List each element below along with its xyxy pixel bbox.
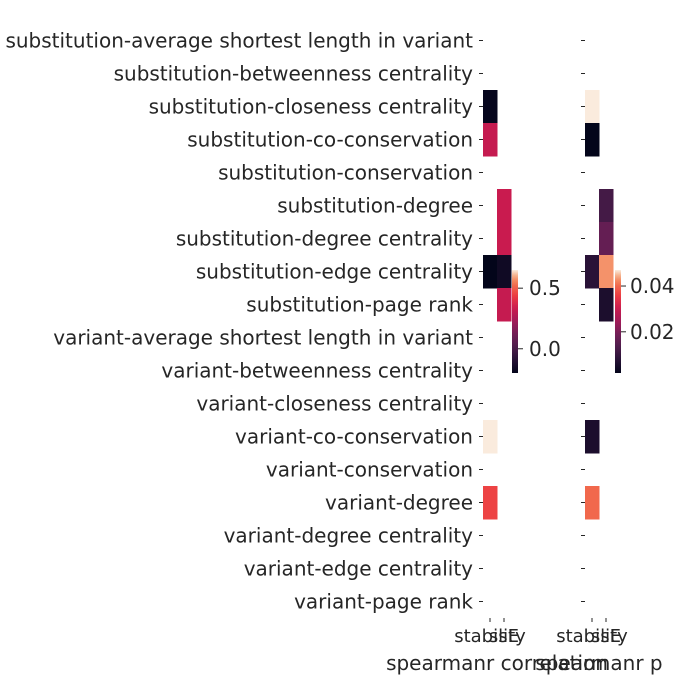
heatmap-cell — [497, 288, 512, 322]
row-label-variant-degree-centrality: variant-degree centrality — [224, 524, 474, 548]
row-label-variant-page-rank: variant-page rank — [294, 590, 473, 614]
heatmap-cell — [585, 255, 600, 289]
row-label-variant-average-shortest-length-in-variant: variant-average shortest length in varia… — [53, 326, 473, 350]
heatmap-cell — [483, 420, 498, 454]
row-label-substitution-degree: substitution-degree — [277, 194, 473, 218]
row-label-substitution-degree-centrality: substitution-degree centrality — [176, 227, 473, 251]
row-label-variant-edge-centrality: variant-edge centrality — [244, 557, 473, 581]
row-label-variant-betweenness-centrality: variant-betweenness centrality — [161, 359, 473, 383]
heatmap-cell — [497, 189, 512, 223]
row-label-substitution-conservation: substitution-conservation — [218, 161, 473, 185]
heatmap-cell — [599, 189, 614, 223]
colorbar — [615, 270, 621, 373]
heatmap-cell — [497, 222, 512, 256]
heatmap-cell — [585, 123, 600, 157]
x-tick-label-stability: stability — [556, 626, 628, 647]
heatmap-cell — [585, 486, 600, 520]
row-label-substitution-average-shortest-length-in-variant: substitution-average shortest length in … — [5, 29, 473, 53]
row-labels: substitution-average shortest length in … — [5, 29, 473, 614]
row-label-substitution-closeness-centrality: substitution-closeness centrality — [149, 95, 474, 119]
heatmap-cell — [585, 90, 600, 124]
heatmap-cell — [599, 255, 614, 289]
row-label-substitution-betweenness-centrality: substitution-betweenness centrality — [114, 62, 474, 86]
row-label-substitution-edge-centrality: substitution-edge centrality — [196, 260, 473, 284]
row-label-substitution-page-rank: substitution-page rank — [246, 293, 473, 317]
colorbar — [512, 270, 518, 373]
heatmap-cell — [585, 420, 600, 454]
colorbar-tick-label: 0.02 — [630, 320, 675, 344]
row-label-variant-degree: variant-degree — [325, 491, 473, 515]
heatmap-cell — [483, 123, 498, 157]
x-tick-label-sse: ssE — [489, 626, 519, 647]
heatmap-cell — [483, 255, 498, 289]
x-axis-label: spearmanr p — [535, 651, 662, 675]
heatmap-cell — [483, 486, 498, 520]
x-tick-label-sse: ssE — [591, 626, 621, 647]
heatmap-cell — [599, 288, 614, 322]
heatmap-cell — [599, 222, 614, 256]
row-label-variant-closeness-centrality: variant-closeness centrality — [196, 392, 473, 416]
x-axis-label: spearmanr correlation — [386, 651, 608, 675]
x-tick-label-stability: stability — [454, 626, 526, 647]
row-label-variant-co-conservation: variant-co-conservation — [235, 425, 473, 449]
heatmap-cell — [483, 90, 498, 124]
colorbar-tick-label: 0.0 — [529, 337, 561, 361]
heatmap-cell — [497, 255, 512, 289]
row-label-variant-conservation: variant-conservation — [266, 458, 473, 482]
colorbar-tick-label: 0.04 — [630, 274, 675, 298]
colorbar-tick-label: 0.5 — [529, 276, 561, 300]
row-label-substitution-co-conservation: substitution-co-conservation — [187, 128, 473, 152]
